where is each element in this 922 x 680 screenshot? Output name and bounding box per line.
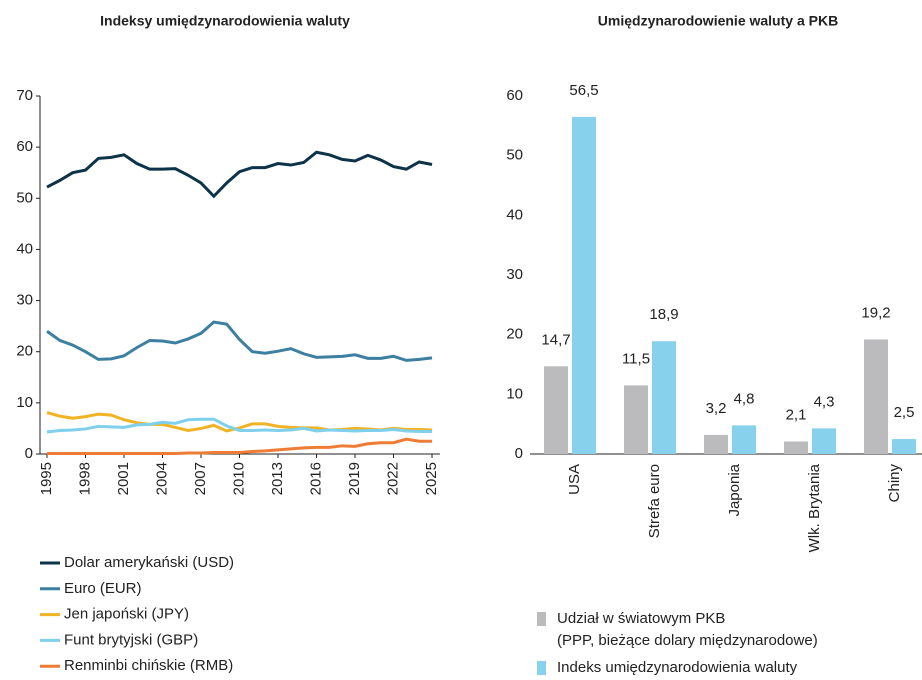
y-tick-label: 30	[506, 266, 523, 283]
legend-line: Udział w światowym PKB	[557, 610, 725, 627]
data-label: 14,7	[541, 331, 570, 348]
data-label: 2,1	[786, 406, 807, 423]
x-tick-label: Wlk. Brytania	[806, 463, 823, 552]
x-tick-label: 2001	[115, 462, 132, 495]
series-line	[46, 417, 432, 434]
y-tick-label: 60	[16, 138, 33, 155]
x-tick-label: Japonia	[726, 463, 743, 516]
x-tick-label: 2019	[346, 462, 363, 495]
bar	[572, 116, 596, 454]
x-tick-label: 2025	[423, 462, 440, 495]
data-label: 2,5	[894, 404, 915, 421]
chart-title: Indeksy umiędzynarodowienia waluty	[100, 13, 350, 29]
x-tick-label: USA	[566, 464, 583, 495]
y-tick-label: 20	[16, 343, 33, 360]
y-tick-label: 50	[506, 147, 523, 164]
data-label: 56,5	[569, 82, 598, 99]
x-tick-label: 2004	[153, 462, 170, 495]
series-line	[46, 411, 433, 433]
x-tick-label: 1995	[38, 462, 55, 495]
series-line	[47, 437, 432, 455]
x-tick-label: 2022	[384, 462, 401, 495]
legend-label: Dolar amerykański (USD)	[64, 554, 234, 571]
series-line	[46, 150, 433, 199]
data-label: 19,2	[861, 304, 890, 321]
y-tick-label: 10	[506, 385, 523, 402]
data-label: 4,3	[814, 393, 835, 410]
y-tick-label: 30	[16, 292, 33, 309]
chart-title: Umiędzynarodowienie waluty a PKB	[598, 13, 838, 29]
bar	[732, 425, 756, 454]
legend-label: Funt brytyjski (GBP)	[64, 631, 198, 648]
data-label: 11,5	[622, 350, 650, 367]
bar	[544, 366, 568, 454]
y-tick-label: 20	[506, 326, 523, 343]
data-label: 3,2	[706, 400, 727, 417]
x-tick-label: Chiny	[886, 464, 903, 503]
bar	[892, 439, 916, 454]
x-tick-label: 2010	[230, 462, 247, 495]
y-tick-label: 60	[506, 87, 523, 104]
legend-label: Jen japoński (JPY)	[64, 606, 189, 623]
y-tick-label: 0	[515, 445, 523, 462]
legend-label: Renminbi chińskie (RMB)	[64, 657, 233, 674]
y-tick-label: 10	[16, 394, 33, 411]
series-line	[46, 320, 433, 362]
x-tick-label: 2007	[192, 462, 209, 495]
legend-label: Euro (EUR)	[64, 580, 142, 597]
y-tick-label: 70	[16, 87, 33, 104]
bar	[704, 434, 728, 454]
legend-line: (PPP, bieżące dolary międzynarodowe)	[557, 632, 818, 649]
bar	[624, 385, 648, 454]
data-label: 4,8	[734, 390, 755, 407]
x-tick-label: 2016	[307, 462, 324, 495]
y-tick-label: 0	[25, 445, 33, 462]
bar	[864, 339, 888, 454]
legend-label: Indeks umiędzynarodowienia waluty	[557, 659, 798, 676]
legend-swatch	[537, 661, 546, 675]
data-label: 18,9	[649, 306, 678, 323]
bar	[784, 441, 808, 454]
legend-label: Udział w światowym PKB (PPP, bieżące dola…	[557, 610, 818, 649]
y-tick-label: 50	[16, 189, 33, 206]
x-tick-label: 2013	[269, 462, 286, 495]
legend-swatch	[537, 612, 546, 626]
x-tick-label: 1998	[76, 462, 93, 495]
x-tick-label: Strefa euro	[646, 464, 663, 538]
y-tick-label: 40	[506, 206, 523, 223]
y-tick-label: 40	[16, 240, 33, 257]
bar	[652, 341, 676, 454]
bar	[812, 428, 836, 454]
